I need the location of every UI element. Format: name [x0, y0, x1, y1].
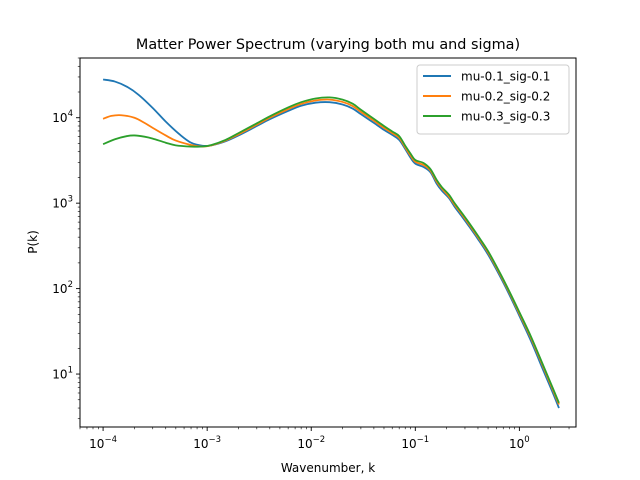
y-tick-label: 103	[52, 195, 73, 211]
x-tick-label: 100	[509, 435, 530, 451]
y-tick-label: 104	[52, 109, 73, 125]
legend-box	[416, 64, 570, 135]
y-axis: 101 102 103 104	[52, 57, 80, 420]
x-tick-label: 10−3	[193, 435, 221, 451]
x-tick-label: 10−2	[297, 435, 325, 451]
y-tick-label: 102	[52, 280, 73, 296]
x-axis-title: Wavenumber, k	[281, 461, 375, 475]
legend: mu-0.1_sig-0.1 mu-0.2_sig-0.2 mu-0.3_sig-0…	[416, 64, 570, 135]
y-tick-label: 101	[52, 366, 73, 382]
x-tick-label: 10−1	[401, 435, 429, 451]
y-axis-title: P(k)	[26, 230, 40, 254]
plot-area	[79, 57, 577, 428]
legend-label: mu-0.2_sig-0.2	[461, 90, 550, 104]
plot-frame	[79, 57, 577, 428]
legend-label: mu-0.3_sig-0.3	[461, 110, 550, 124]
chart-title: Matter Power Spectrum (varying both mu a…	[136, 37, 520, 53]
legend-label: mu-0.1_sig-0.1	[461, 70, 550, 84]
x-tick-label: 10−4	[89, 435, 117, 451]
series-layer	[102, 78, 560, 409]
x-axis: 10−4 10−3 10−2 10−1 100	[79, 427, 570, 451]
series-line-mu-0.3_sig-0.3	[102, 96, 560, 404]
series-line-mu-0.1_sig-0.1	[102, 78, 560, 409]
